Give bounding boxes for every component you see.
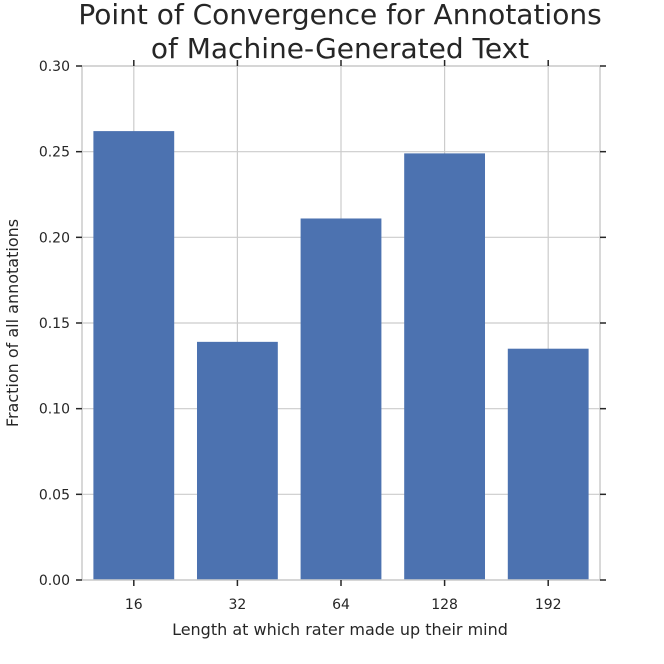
- bar: [300, 218, 382, 580]
- y-tick-label: 0.25: [39, 145, 70, 161]
- y-tick-label: 0.00: [39, 573, 70, 589]
- y-tick-labels: 0.00 0.05 0.10 0.15 0.20 0.25 0.30: [39, 59, 70, 589]
- x-tick-label: 128: [431, 597, 458, 613]
- x-tick-label: 192: [535, 597, 562, 613]
- bar: [93, 131, 175, 580]
- x-axis-label: Length at which rater made up their mind: [172, 620, 508, 639]
- x-tick-label: 64: [332, 597, 350, 613]
- y-tick-label: 0.15: [39, 316, 70, 332]
- bar: [404, 153, 486, 580]
- x-tick-labels: 16 32 64 128 192: [125, 597, 562, 613]
- bar: [196, 341, 278, 580]
- bar: [507, 348, 589, 580]
- chart-title-line-1: Point of Convergence for Annotations: [78, 0, 601, 31]
- chart-title-line-2: of Machine-Generated Text: [151, 32, 529, 65]
- x-tick-label: 32: [228, 597, 246, 613]
- x-tick-label: 16: [125, 597, 143, 613]
- bars: [93, 131, 589, 580]
- y-tick-label: 0.20: [39, 230, 70, 246]
- y-tick-label: 0.10: [39, 402, 70, 418]
- y-axis-label: Fraction of all annotations: [3, 219, 22, 427]
- y-tick-label: 0.05: [39, 487, 70, 503]
- y-tick-label: 0.30: [39, 59, 70, 75]
- ticks: [76, 60, 606, 586]
